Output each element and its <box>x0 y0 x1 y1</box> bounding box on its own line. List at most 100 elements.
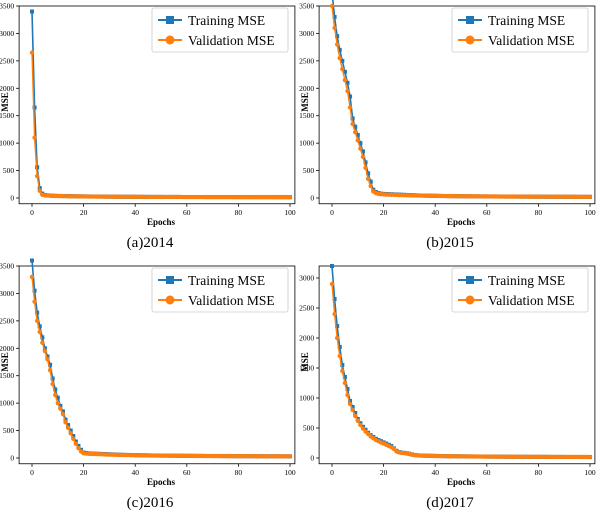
training-point <box>35 310 40 315</box>
validation-point <box>358 422 363 428</box>
plot-area-2014: 0 500 1000 1500 2000 2500 3000 3500 0 20 40 60 80 100… <box>0 2 296 227</box>
training-point <box>342 375 347 379</box>
training-point <box>335 34 340 39</box>
training-point <box>368 179 373 184</box>
legend-box <box>151 267 289 313</box>
validation-point <box>47 368 53 373</box>
y-tick-label: 3000 <box>0 289 14 298</box>
y-tick-label: 2000 <box>299 84 314 93</box>
caption-2015: (b)2015 <box>426 235 474 251</box>
y-axis-label: MSE <box>0 352 10 372</box>
training-point <box>66 423 71 428</box>
training-point <box>345 387 350 391</box>
plot-area-2016: 0 500 1000 1500 2000 2500 3000 3500 0 20 40 60 80 100… <box>0 258 296 487</box>
y-tick-label: 500 <box>303 166 315 175</box>
validation-point <box>287 454 293 459</box>
legend-label: Validation MSE <box>488 33 575 48</box>
validation-point <box>65 425 71 431</box>
validation-point <box>76 445 81 451</box>
training-point <box>348 399 353 403</box>
x-tick-label: 0 <box>30 468 34 477</box>
panel-2016: 0 500 1000 1500 2000 2500 3000 3500 0 20 40 60 80 100… <box>0 258 296 511</box>
legend-marker-circle <box>165 295 175 305</box>
y-axis-label: MSE <box>300 92 310 112</box>
validation-point <box>332 25 337 31</box>
validation-point <box>329 3 335 9</box>
legend-marker-square <box>466 16 474 24</box>
validation-point <box>332 311 337 317</box>
y-tick-label: 3500 <box>299 2 314 11</box>
panel-2017: 0 500 1000 1500 2000 2500 3000 0 20 40 60 80 100 Epoc… <box>299 264 596 511</box>
training-point <box>32 288 37 293</box>
validation-point <box>42 348 48 354</box>
legend-label: Training MSE <box>488 13 565 28</box>
caption-2014: (a)2014 <box>127 235 174 251</box>
y-tick-label: 2500 <box>299 56 314 65</box>
training-point <box>40 335 45 340</box>
axes-frame <box>318 5 596 205</box>
x-tick-label: 20 <box>80 468 88 477</box>
x-tick-label: 60 <box>483 208 491 217</box>
validation-point <box>340 368 345 374</box>
y-tick-label: 1500 <box>0 111 14 120</box>
x-tick-label: 100 <box>584 468 596 477</box>
validation-point <box>32 135 37 140</box>
axes-frame <box>18 265 296 465</box>
validation-point <box>55 400 60 406</box>
training-point <box>360 149 365 154</box>
validation-point <box>60 411 66 417</box>
y-tick-label: 3500 <box>0 262 14 271</box>
plot-area-2015: 0 500 1000 1500 2000 2500 3000 3500 0 20 40 60 80 100… <box>299 0 596 227</box>
validation-point <box>358 146 363 151</box>
training-point <box>337 47 342 52</box>
y-tick-label: 2000 <box>0 84 14 93</box>
x-tick-label: 80 <box>535 208 543 217</box>
validation-point <box>353 413 358 419</box>
training-point <box>55 395 60 400</box>
training-point <box>58 403 63 408</box>
y-tick-label: 1000 <box>299 139 314 148</box>
y-tick-label: 500 <box>3 166 15 175</box>
y-tick-label: 3000 <box>299 274 314 283</box>
training-point <box>71 434 76 439</box>
validation-point <box>334 335 340 341</box>
y-tick-label: 0 <box>10 454 14 463</box>
legend-label: Validation MSE <box>188 293 275 308</box>
training-point <box>342 69 347 74</box>
x-tick-label: 100 <box>584 208 596 217</box>
training-point <box>63 417 68 422</box>
y-tick-label: 2000 <box>299 334 314 343</box>
legend-label: Training MSE <box>488 273 565 288</box>
training-point <box>340 58 345 63</box>
axes-frame <box>18 5 296 205</box>
validation-point <box>350 121 355 127</box>
validation-point <box>347 401 353 407</box>
validation-point <box>345 88 350 94</box>
training-point <box>42 346 47 351</box>
training-point <box>68 428 73 433</box>
legend-marker-square <box>166 276 174 284</box>
validation-point <box>337 55 342 61</box>
training-point <box>350 405 355 409</box>
x-axis-label: Epochs <box>147 477 176 487</box>
x-tick-label: 40 <box>431 208 439 217</box>
training-point <box>337 345 342 349</box>
validation-point <box>68 431 73 436</box>
x-axis-label: Epochs <box>447 217 476 227</box>
training-point <box>60 409 65 414</box>
y-tick-label: 1500 <box>0 371 14 380</box>
validation-point <box>29 274 35 280</box>
training-point <box>355 132 360 137</box>
validation-point <box>37 188 42 194</box>
validation-point <box>340 66 345 72</box>
y-axis-label: MSE <box>300 352 310 372</box>
legend-marker-circle <box>165 35 175 45</box>
x-tick-label: 40 <box>131 468 139 477</box>
validation-point <box>587 454 593 460</box>
y-tick-label: 0 <box>10 194 14 203</box>
x-axis-label: Epochs <box>447 477 476 487</box>
x-tick-label: 20 <box>80 208 88 217</box>
y-tick-label: 0 <box>310 194 314 203</box>
training-point <box>350 116 355 121</box>
validation-point <box>342 380 348 386</box>
